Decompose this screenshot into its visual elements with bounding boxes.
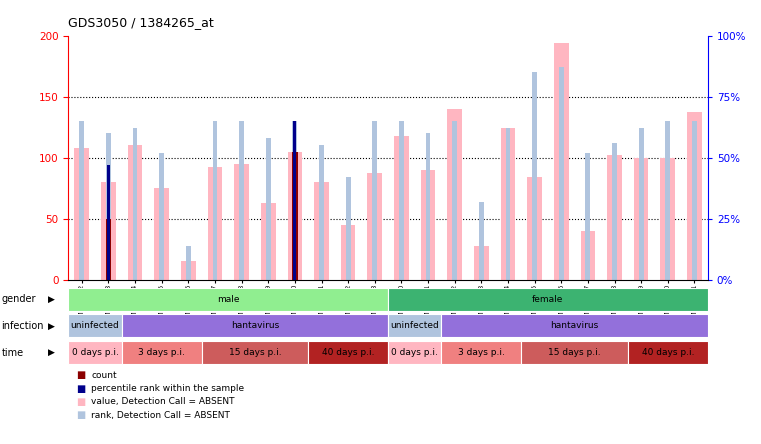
Text: ■: ■ [76, 384, 85, 393]
Bar [314, 182, 329, 280]
Bar [341, 225, 355, 280]
Bar [234, 164, 249, 280]
Text: 3 days p.i.: 3 days p.i. [458, 348, 505, 357]
Bar [181, 262, 196, 280]
Bar [122, 314, 388, 337]
Bar [261, 203, 275, 280]
Bar [607, 155, 622, 280]
Bar [266, 138, 271, 280]
Bar [692, 121, 697, 280]
Bar [288, 151, 302, 280]
Text: 40 days p.i.: 40 days p.i. [642, 348, 694, 357]
Bar [441, 314, 708, 337]
Text: infection: infection [2, 321, 44, 331]
Text: rank, Detection Call = ABSENT: rank, Detection Call = ABSENT [91, 411, 230, 420]
Bar [479, 202, 484, 280]
Bar [106, 133, 111, 280]
Text: 15 days p.i.: 15 days p.i. [228, 348, 282, 357]
Text: 3 days p.i.: 3 days p.i. [139, 348, 185, 357]
Bar [101, 182, 116, 280]
Bar [554, 43, 568, 280]
Bar [394, 136, 409, 280]
Bar [308, 341, 388, 364]
Bar [388, 341, 441, 364]
Bar [372, 121, 377, 280]
Bar [399, 121, 404, 280]
Bar [447, 109, 462, 280]
Text: hantavirus: hantavirus [231, 321, 279, 330]
Bar [212, 121, 218, 280]
Bar [628, 341, 708, 364]
Text: ▶: ▶ [48, 348, 55, 357]
Bar [159, 153, 164, 280]
Bar [388, 314, 441, 337]
Text: count: count [91, 371, 117, 380]
Text: ▶: ▶ [48, 321, 55, 330]
Bar [585, 153, 591, 280]
Bar [441, 341, 521, 364]
Bar [107, 165, 110, 280]
Text: hantavirus: hantavirus [550, 321, 599, 330]
Text: female: female [532, 295, 564, 304]
Text: uninfected: uninfected [390, 321, 439, 330]
Bar [132, 128, 138, 280]
Text: 0 days p.i.: 0 days p.i. [72, 348, 119, 357]
Bar [452, 121, 457, 280]
Text: 40 days p.i.: 40 days p.i. [322, 348, 374, 357]
Bar [665, 121, 670, 280]
Text: ■: ■ [76, 370, 85, 380]
Bar [154, 188, 169, 280]
Bar [687, 112, 702, 280]
Bar [345, 177, 351, 280]
Bar [202, 341, 308, 364]
Bar [75, 148, 89, 280]
Bar [638, 128, 644, 280]
Bar [292, 151, 298, 280]
Bar [527, 177, 542, 280]
Bar [68, 314, 122, 337]
Bar [68, 288, 388, 311]
Bar [128, 146, 142, 280]
Bar [521, 341, 628, 364]
Bar [581, 231, 595, 280]
Bar [239, 121, 244, 280]
Text: 0 days p.i.: 0 days p.i. [391, 348, 438, 357]
Text: time: time [2, 348, 24, 357]
Bar [505, 128, 511, 280]
Bar [79, 121, 84, 280]
Bar [474, 246, 489, 280]
Bar [532, 72, 537, 280]
Bar [612, 143, 617, 280]
Text: male: male [217, 295, 240, 304]
Bar [106, 219, 111, 280]
Bar [122, 341, 202, 364]
Text: gender: gender [2, 294, 36, 304]
Bar [319, 146, 324, 280]
Text: percentile rank within the sample: percentile rank within the sample [91, 384, 244, 393]
Text: uninfected: uninfected [71, 321, 119, 330]
Bar [425, 133, 431, 280]
Text: value, Detection Call = ABSENT: value, Detection Call = ABSENT [91, 397, 235, 406]
Text: ■: ■ [76, 410, 85, 420]
Bar [186, 246, 191, 280]
Text: ▶: ▶ [48, 295, 55, 304]
Bar [293, 121, 297, 280]
Text: GDS3050 / 1384265_at: GDS3050 / 1384265_at [68, 16, 215, 29]
Bar [292, 121, 298, 280]
Bar [68, 341, 122, 364]
Bar [208, 167, 222, 280]
Bar [634, 158, 648, 280]
Text: 15 days p.i.: 15 days p.i. [548, 348, 601, 357]
Bar [388, 288, 708, 311]
Bar [661, 158, 675, 280]
Bar [368, 174, 382, 280]
Bar [559, 67, 564, 280]
Text: ■: ■ [76, 397, 85, 407]
Bar [421, 170, 435, 280]
Bar [501, 128, 515, 280]
